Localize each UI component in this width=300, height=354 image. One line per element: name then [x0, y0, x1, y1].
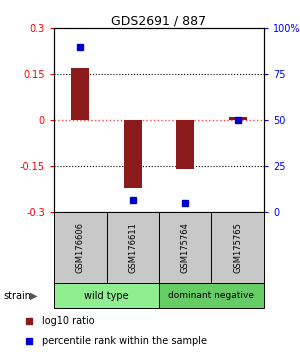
Title: GDS2691 / 887: GDS2691 / 887 [111, 14, 207, 27]
Text: ▶: ▶ [30, 291, 38, 301]
Text: GSM175765: GSM175765 [233, 222, 242, 273]
Text: strain: strain [3, 291, 31, 301]
Bar [54, 212, 106, 283]
Bar [106, 212, 159, 283]
Bar [54, 283, 159, 308]
Text: dominant negative: dominant negative [169, 291, 254, 300]
Text: percentile rank within the sample: percentile rank within the sample [42, 336, 207, 346]
Text: GSM176606: GSM176606 [76, 222, 85, 273]
Text: GSM175764: GSM175764 [181, 222, 190, 273]
Text: GSM176611: GSM176611 [128, 222, 137, 273]
Bar [176, 120, 194, 170]
Bar [212, 212, 264, 283]
Bar [159, 283, 264, 308]
Text: log10 ratio: log10 ratio [42, 316, 94, 326]
Text: wild type: wild type [84, 291, 129, 301]
Bar [71, 68, 89, 120]
Bar [159, 212, 211, 283]
Bar [124, 120, 142, 188]
Bar [229, 117, 247, 120]
